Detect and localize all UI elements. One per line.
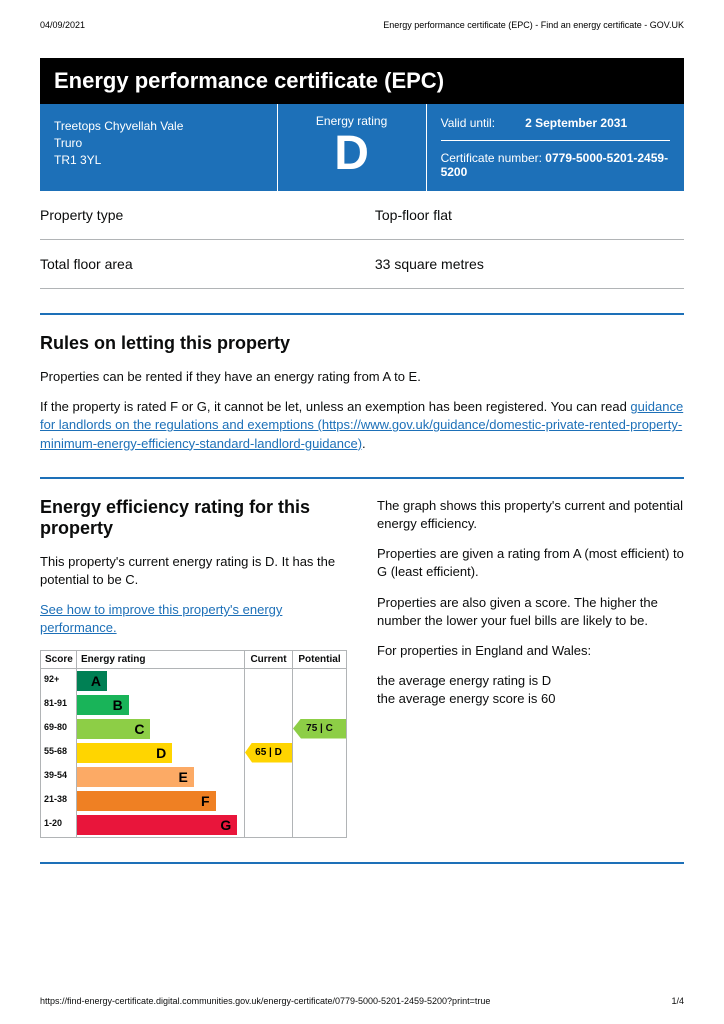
energy-rating-box: Energy rating D [277, 104, 427, 191]
band-current-cell [244, 669, 292, 693]
chart-band-row: 81-91B [41, 693, 346, 717]
chart-band-row: 1-20G [41, 813, 346, 837]
address-line-3: TR1 3YL [54, 152, 263, 169]
band-score: 69-80 [41, 717, 77, 741]
print-date: 04/09/2021 [40, 20, 85, 30]
energy-rating-chart: Score Energy rating Current Potential 92… [40, 650, 347, 838]
valid-until-value: 2 September 2031 [525, 116, 627, 130]
band-bar: C [77, 719, 150, 739]
footer-url: https://find-energy-certificate.digital.… [40, 996, 490, 1006]
band-score: 39-54 [41, 765, 77, 789]
address-line-2: Truro [54, 135, 263, 152]
band-current-cell: 65 | D [244, 741, 292, 765]
improve-performance-link[interactable]: See how to improve this property's energ… [40, 602, 282, 635]
chart-band-row: 69-80C 75 | C [41, 717, 346, 741]
band-bar: A [77, 671, 107, 691]
band-bar: D [77, 743, 172, 763]
property-row: Property type Top-floor flat [40, 191, 684, 240]
chart-band-row: 39-54E [41, 765, 346, 789]
property-address: Treetops Chyvellah Vale Truro TR1 3YL [40, 104, 277, 191]
band-bar-area: D [77, 741, 244, 765]
band-current-cell [244, 765, 292, 789]
efficiency-heading: Energy efficiency rating for this proper… [40, 497, 347, 539]
band-potential-cell [292, 741, 346, 765]
chart-band-row: 92+A [41, 669, 346, 693]
energy-rating-label: Energy rating [292, 114, 412, 128]
summary-banner: Treetops Chyvellah Vale Truro TR1 3YL En… [40, 104, 684, 191]
property-row: Total floor area 33 square metres [40, 240, 684, 289]
efficiency-summary: This property's current energy rating is… [40, 553, 347, 589]
band-potential-cell [292, 813, 346, 837]
property-type-label: Property type [40, 207, 375, 223]
chart-head-score: Score [41, 651, 77, 668]
band-potential-cell [292, 693, 346, 717]
band-bar: E [77, 767, 194, 787]
band-potential-cell: 75 | C [292, 717, 346, 741]
band-potential-cell [292, 765, 346, 789]
band-bar: G [77, 815, 237, 835]
energy-rating-grade: D [292, 130, 412, 178]
band-bar-area: E [77, 765, 244, 789]
band-current-cell [244, 717, 292, 741]
page-number: 1/4 [671, 996, 684, 1006]
band-bar-area: F [77, 789, 244, 813]
letting-p1: Properties can be rented if they have an… [40, 368, 684, 386]
certificate-details: Valid until: 2 September 2031 Certificat… [427, 104, 684, 191]
band-current-cell [244, 813, 292, 837]
graph-desc-4: For properties in England and Wales: [377, 642, 684, 660]
letting-p2: If the property is rated F or G, it cann… [40, 398, 684, 453]
graph-desc-2: Properties are given a rating from A (mo… [377, 545, 684, 581]
band-current-cell [244, 789, 292, 813]
band-score: 21-38 [41, 789, 77, 813]
property-details: Property type Top-floor flat Total floor… [40, 191, 684, 289]
divider [40, 477, 684, 479]
chart-band-row: 21-38F [41, 789, 346, 813]
chart-band-row: 55-68D 65 | D [41, 741, 346, 765]
graph-desc-5: the average energy rating is D the avera… [377, 672, 684, 708]
band-score: 55-68 [41, 741, 77, 765]
band-current-cell [244, 693, 292, 717]
band-score: 92+ [41, 669, 77, 693]
address-line-1: Treetops Chyvellah Vale [54, 118, 263, 135]
chart-head-potential: Potential [292, 651, 346, 668]
band-bar: F [77, 791, 216, 811]
band-potential-cell [292, 789, 346, 813]
letting-heading: Rules on letting this property [40, 333, 684, 354]
graph-desc-3: Properties are also given a score. The h… [377, 594, 684, 630]
print-header: 04/09/2021 Energy performance certificat… [40, 20, 684, 30]
divider [40, 313, 684, 315]
valid-until-label: Valid until: [441, 116, 495, 130]
band-score: 1-20 [41, 813, 77, 837]
band-potential-cell [292, 669, 346, 693]
band-bar-area: G [77, 813, 244, 837]
floor-area-value: 33 square metres [375, 256, 484, 272]
page-title: Energy performance certificate (EPC) [40, 58, 684, 104]
band-score: 81-91 [41, 693, 77, 717]
property-type-value: Top-floor flat [375, 207, 452, 223]
print-footer: https://find-energy-certificate.digital.… [40, 996, 684, 1006]
divider [40, 862, 684, 864]
band-bar: B [77, 695, 129, 715]
band-bar-area: B [77, 693, 244, 717]
cert-number-label: Certificate number: [441, 151, 542, 165]
potential-rating-marker: 75 | C [293, 719, 346, 739]
graph-desc-1: The graph shows this property's current … [377, 497, 684, 533]
band-bar-area: C [77, 717, 244, 741]
chart-head-rating: Energy rating [77, 651, 244, 668]
chart-head-current: Current [244, 651, 292, 668]
current-rating-marker: 65 | D [245, 743, 292, 763]
print-title: Energy performance certificate (EPC) - F… [383, 20, 684, 30]
band-bar-area: A [77, 669, 244, 693]
floor-area-label: Total floor area [40, 256, 375, 272]
